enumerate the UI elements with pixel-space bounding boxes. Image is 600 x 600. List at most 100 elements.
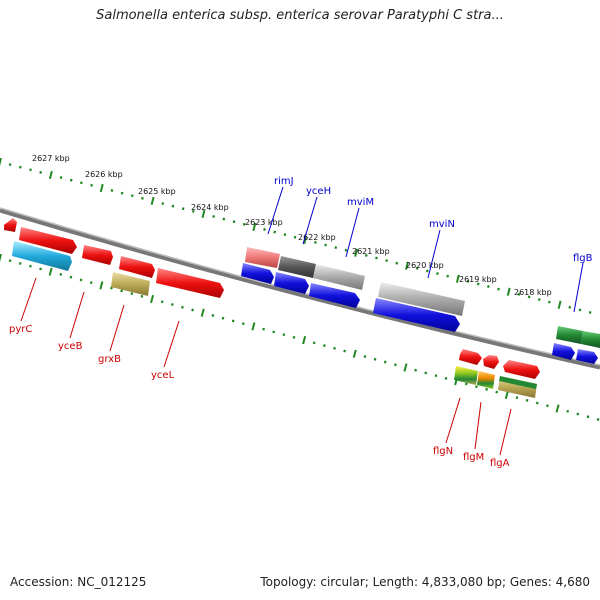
scale-dot — [18, 262, 22, 265]
kbp-labels: 2627 kbp 2626 kbp 2625 kbp 2624 kbp 2623… — [32, 154, 552, 297]
kbp-label: 2621 kbp — [352, 247, 390, 256]
scale-dot — [415, 266, 419, 270]
gene-arrow-yceB[interactable] — [19, 227, 77, 254]
scale-dot — [596, 418, 600, 421]
gene-arrow-grxB[interactable] — [82, 245, 113, 265]
scale-dot — [375, 256, 378, 260]
scale-dot — [8, 259, 12, 263]
label-leader-lines — [20, 186, 584, 456]
gene-labels: rimJ yceH mviM mviN flgB pyrC yceB grxB … — [9, 176, 593, 469]
gene-arrow-flgB-green-2[interactable] — [581, 331, 600, 348]
kbp-label: 2623 kbp — [245, 218, 283, 227]
gene-arrow-flgB-blue-1[interactable] — [552, 343, 575, 360]
scale-dot — [241, 322, 245, 326]
gene-arrow-red-flg-1[interactable] — [459, 349, 482, 365]
gene-label-mviM[interactable]: mviM — [347, 197, 374, 208]
scale-dot — [262, 327, 265, 331]
scale-dot — [263, 228, 266, 231]
gene-label-grxB[interactable]: grxB — [98, 354, 121, 365]
scale-dot — [211, 314, 215, 317]
scale-dot — [476, 282, 480, 286]
scale-dot — [59, 176, 63, 180]
scale-dot — [89, 281, 93, 285]
gene-label-yceH[interactable]: yceH — [306, 186, 331, 197]
gene-arrow-olive[interactable] — [111, 272, 150, 296]
accession-text: Accession: NC_012125 — [10, 575, 147, 589]
gene-label-flgM[interactable]: flgM — [463, 452, 484, 463]
upper-strand-genes — [4, 218, 600, 364]
scale-major-tick — [252, 222, 257, 231]
scale-dot — [424, 371, 428, 375]
scale-dot — [160, 300, 164, 304]
scale-dot — [141, 196, 144, 200]
scale-dot — [171, 204, 175, 208]
gene-arrow-yceH[interactable] — [278, 256, 316, 278]
scale-dot — [517, 292, 521, 296]
scale-major-tick — [99, 281, 104, 290]
gene-arrow-red-4[interactable] — [119, 256, 155, 278]
gene-label-flgN[interactable]: flgN — [433, 446, 453, 457]
scale-dot — [546, 404, 549, 408]
gene-arrow-rimJ[interactable] — [245, 247, 280, 268]
scale-dot — [434, 374, 438, 378]
gene-arrow-gray-1[interactable] — [313, 264, 365, 290]
gene-label-flgA[interactable]: flgA — [490, 458, 510, 469]
gene-label-flgB[interactable]: flgB — [573, 253, 593, 264]
gene-arrow-mviN[interactable] — [373, 298, 460, 332]
gene-label-yceB[interactable]: yceB — [58, 341, 83, 352]
gene-arrow-yceL[interactable] — [156, 268, 224, 298]
scale-dot — [485, 387, 488, 391]
gene-arrow-flgB-green-1[interactable] — [556, 326, 583, 344]
gene-label-pyrC[interactable]: pyrC — [9, 324, 32, 335]
scale-dot — [395, 261, 399, 265]
scale-dot — [242, 222, 246, 226]
scale-dot — [110, 189, 114, 192]
scale-dot — [8, 163, 12, 167]
scale-dot — [29, 264, 32, 268]
scale-dot — [436, 272, 439, 275]
gene-label-yceL[interactable]: yceL — [151, 370, 175, 381]
gene-arrow-red-flg-2[interactable] — [483, 355, 499, 369]
gene-arrow-mviN-gray[interactable] — [378, 282, 465, 316]
scale-major-tick — [455, 274, 460, 283]
scale-dot — [232, 220, 236, 224]
scale-major-tick — [354, 248, 359, 257]
scale-dot — [373, 357, 377, 361]
scale-dot — [170, 303, 174, 306]
scale-dot — [535, 401, 539, 405]
scale-dot — [525, 398, 529, 402]
scale-dot — [364, 253, 368, 257]
scale-dot — [312, 341, 316, 345]
gene-label-mviN[interactable]: mviN — [429, 219, 455, 230]
scale-dot — [527, 295, 531, 299]
gene-arrow-flgN[interactable] — [454, 366, 478, 385]
scale-dot — [130, 292, 134, 296]
kbp-label: 2626 kbp — [85, 170, 123, 179]
scale-dot — [464, 382, 468, 386]
scale-major-tick — [504, 390, 509, 399]
gene-arrow-pyrC[interactable] — [4, 218, 17, 232]
scale-major-tick — [150, 196, 155, 206]
gene-arrow-cyan[interactable] — [12, 241, 72, 271]
scale-dot — [59, 272, 63, 276]
gene-arrow-flgB-blue-2[interactable] — [576, 349, 598, 364]
scale-major-tick — [352, 349, 357, 358]
gene-arrow-flgM[interactable] — [477, 371, 495, 389]
gene-label-rimJ[interactable]: rimJ — [274, 176, 294, 187]
scale-dot — [80, 181, 83, 185]
kbp-label: 2627 kbp — [32, 154, 70, 163]
scale-dot — [29, 168, 32, 172]
outer-scale-track — [0, 157, 592, 314]
gene-arrow-red-flg-3[interactable] — [503, 360, 540, 379]
scale-dot — [515, 396, 519, 400]
scale-major-tick — [48, 170, 53, 180]
map-title: Salmonella enterica subsp. enterica sero… — [96, 8, 504, 23]
gene-arrow-blue-1[interactable] — [241, 263, 274, 284]
scale-dot — [566, 409, 570, 413]
gene-arrow-blue-2[interactable] — [274, 272, 309, 294]
scale-dot — [272, 330, 276, 334]
gene-arrow-mviM[interactable] — [309, 283, 360, 308]
scale-dot — [414, 368, 417, 372]
scale-dot — [466, 279, 470, 283]
